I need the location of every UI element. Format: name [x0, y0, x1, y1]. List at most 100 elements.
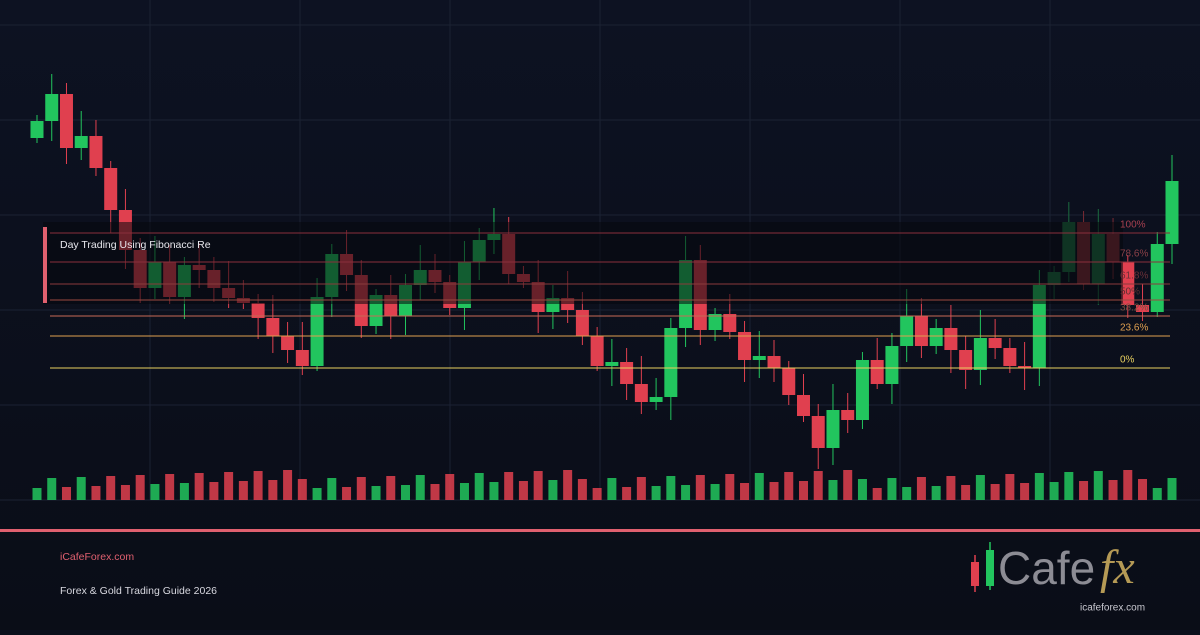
volume-bar: [1108, 480, 1118, 500]
fib-label: 50%: [1120, 287, 1140, 298]
volume-bar: [268, 480, 278, 500]
volume-bar: [828, 480, 838, 500]
volume-bar: [327, 478, 337, 500]
candle: [575, 310, 589, 336]
volume-bar: [165, 474, 175, 500]
volume-bar: [209, 482, 219, 500]
candle: [900, 316, 914, 346]
volume-bar: [1079, 481, 1089, 500]
volume-bar: [872, 488, 882, 500]
volume-bar: [120, 485, 130, 500]
volume-bar: [1064, 472, 1074, 500]
candle: [295, 350, 309, 366]
candle: [89, 136, 103, 168]
volume-bar: [651, 486, 661, 500]
candle: [45, 94, 59, 121]
divider: [0, 529, 1200, 532]
volume-bar: [636, 477, 646, 500]
volume-bar: [754, 473, 764, 500]
volume-bar: [194, 473, 204, 500]
candle: [281, 336, 295, 350]
volume-bar: [518, 481, 528, 500]
volume-bar: [1152, 488, 1162, 500]
candle: [826, 410, 840, 448]
logo-accent: fx: [1100, 541, 1135, 594]
candle: [605, 362, 619, 366]
candle: [266, 318, 280, 336]
volume-bar: [681, 485, 691, 500]
candle: [1165, 181, 1179, 244]
logo-word: Cafe: [998, 542, 1095, 594]
candle: [104, 168, 118, 210]
volume-bar: [1123, 470, 1133, 500]
volume-bar: [916, 477, 926, 500]
volume-bar: [1093, 471, 1103, 500]
logo-candle: [986, 550, 994, 586]
volume-bar: [283, 470, 293, 500]
candle: [796, 395, 810, 416]
candle: [30, 121, 44, 138]
candle: [782, 368, 796, 395]
title-accent: [43, 227, 47, 303]
candle: [811, 416, 825, 448]
volume-bar: [253, 471, 263, 500]
volume-bar: [887, 478, 897, 500]
volume-bar: [563, 470, 573, 500]
candle: [708, 314, 722, 330]
volume-bar: [76, 477, 86, 500]
candle: [738, 332, 752, 360]
volume-bar: [224, 472, 234, 500]
candle: [59, 94, 73, 148]
volume-bar: [695, 475, 705, 500]
candle: [251, 303, 265, 318]
volume-bar: [150, 484, 160, 500]
volume-bar: [445, 474, 455, 500]
volume-bar: [843, 470, 853, 500]
candle: [988, 338, 1002, 348]
fib-label: 61.8%: [1120, 271, 1148, 282]
candle: [664, 328, 678, 397]
candle: [944, 328, 958, 350]
volume-bar: [371, 486, 381, 500]
fib-label: 100%: [1120, 220, 1146, 231]
volume-bar: [297, 479, 307, 500]
volume-bar: [430, 484, 440, 500]
candle: [649, 397, 663, 402]
title-band: [43, 222, 1123, 304]
volume-bar: [784, 472, 794, 500]
fib-label: 38.2%: [1120, 303, 1148, 314]
logo: Cafe fx icafeforex.com: [971, 541, 1145, 614]
volume-bar: [857, 479, 867, 500]
volume-bar: [504, 472, 514, 500]
fib-label: 23.6%: [1120, 323, 1148, 334]
candle: [767, 356, 781, 368]
volume-bar: [666, 476, 676, 500]
candle: [723, 314, 737, 332]
candle: [634, 384, 648, 402]
volume-bar: [474, 473, 484, 500]
volume-bar: [769, 482, 779, 500]
candle: [752, 356, 766, 360]
candle: [1018, 366, 1032, 368]
volume-bar: [312, 488, 322, 500]
volume-bar: [1034, 473, 1044, 500]
candle: [74, 136, 88, 148]
volume-bar: [798, 481, 808, 500]
logo-url: icafeforex.com: [1080, 603, 1145, 614]
volume-bar: [548, 480, 558, 500]
site: iCafeForex.com: [60, 551, 134, 563]
volume-bar: [902, 487, 912, 500]
candle: [590, 336, 604, 366]
volume-bar: [1138, 479, 1148, 500]
subtitle: Forex & Gold Trading Guide 2026: [60, 585, 217, 597]
volume-bar: [459, 483, 469, 500]
volume-bar: [238, 481, 248, 500]
candle: [885, 346, 899, 384]
volume-bar: [622, 487, 632, 500]
volume-bar: [106, 476, 116, 500]
volume-bar: [386, 476, 396, 500]
fib-label: 0%: [1120, 355, 1135, 366]
candle: [1136, 305, 1150, 312]
fibonacci: 100% 78.6% 61.8% 50% 38.2% 23.6% 0%: [50, 220, 1170, 369]
